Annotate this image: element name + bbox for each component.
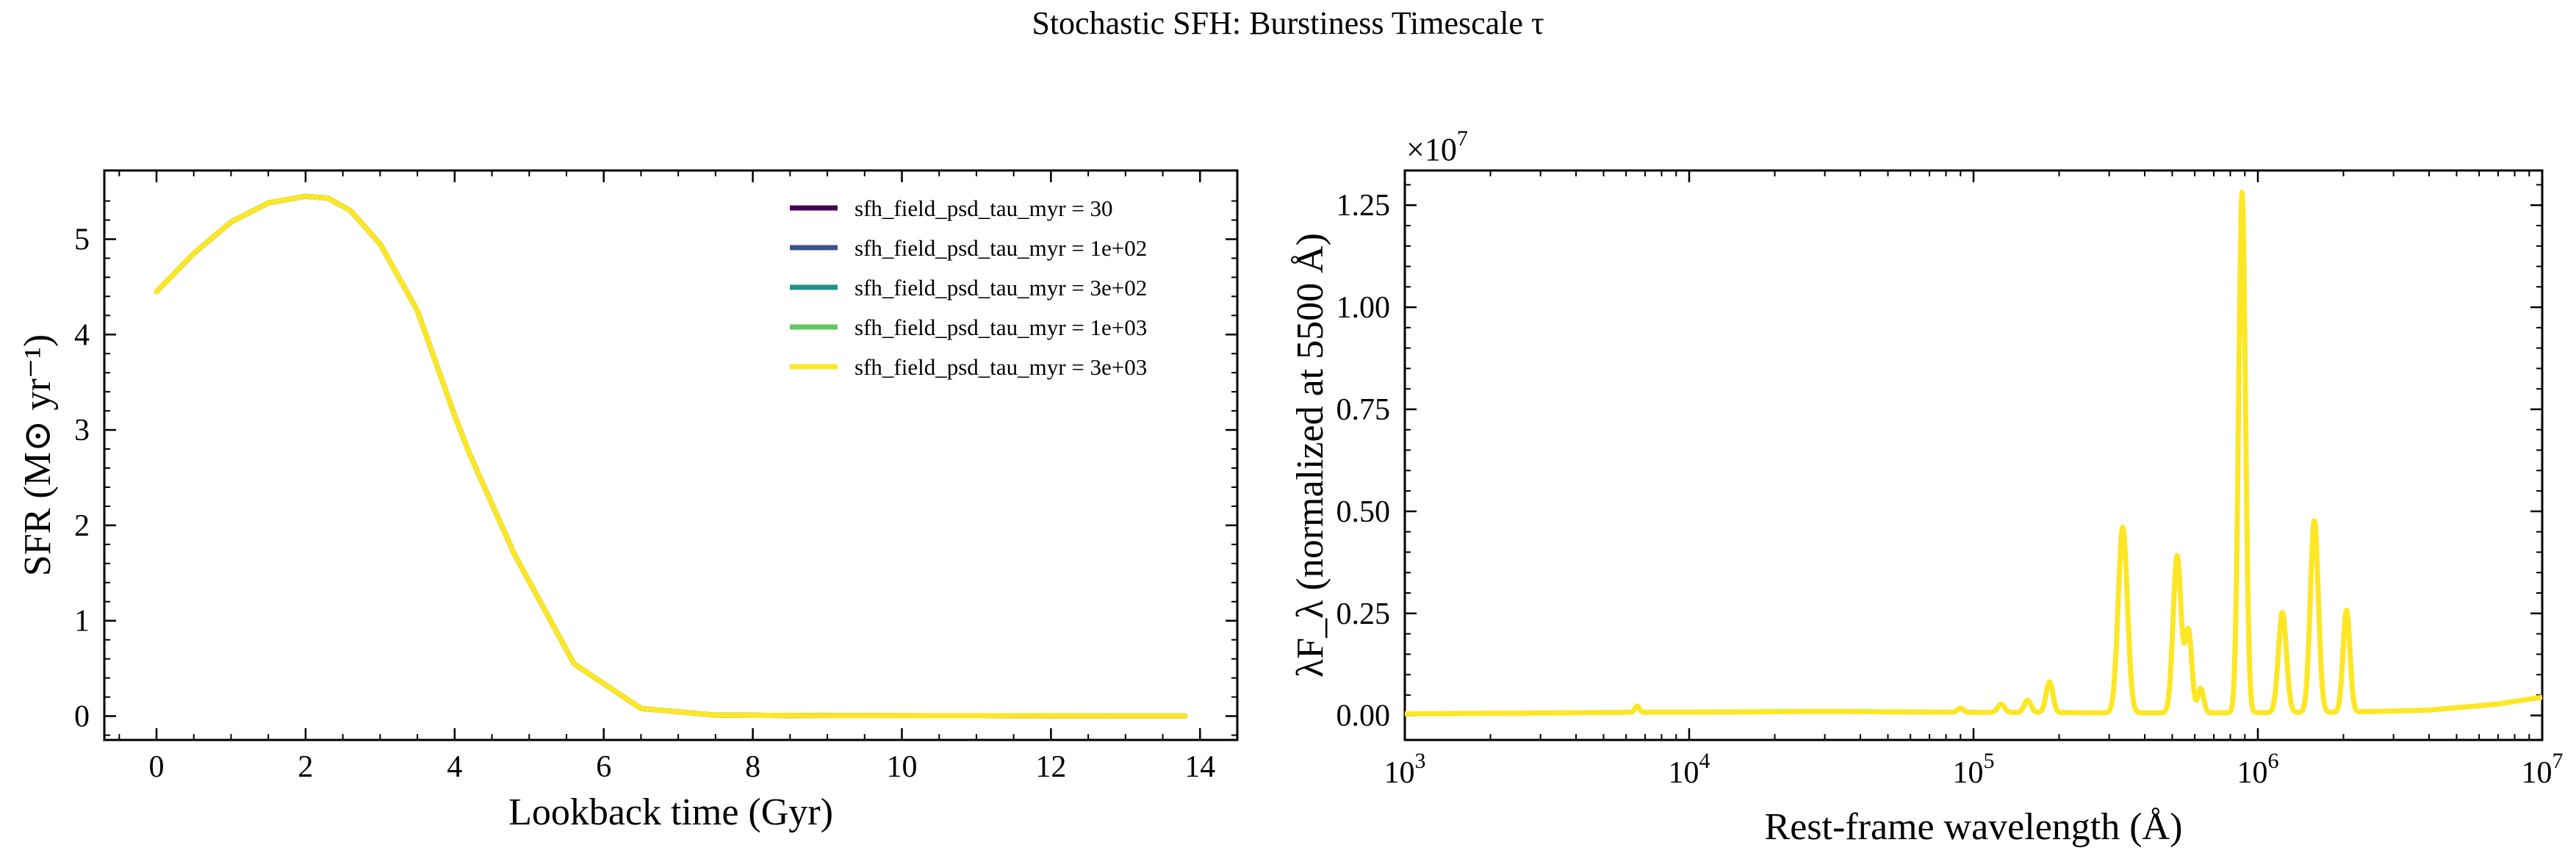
sed-xlabel: Rest-frame wavelength (Å) xyxy=(1765,806,2183,848)
sed-ytick-label: 0.00 xyxy=(1336,700,1391,733)
sed-xtick-label: 104 xyxy=(1669,749,1710,790)
sfh-xtick-label: 14 xyxy=(1184,750,1215,784)
sed-ytick-label: 0.75 xyxy=(1336,393,1391,427)
figure-title: Stochastic SFH: Burstiness Timescale τ xyxy=(1032,5,1544,41)
sfh-ylabel: SFR (M⊙ yr⁻¹) xyxy=(17,334,59,576)
sed-xtick-label: 103 xyxy=(1384,749,1426,790)
sfh-xtick-label: 2 xyxy=(298,750,313,784)
legend-entry: sfh_field_psd_tau_myr = 1e+03 xyxy=(855,315,1147,340)
legend-entry: sfh_field_psd_tau_myr = 3e+02 xyxy=(855,275,1147,301)
sed-y-multiplier: ×107 xyxy=(1406,126,1468,168)
sfh-ytick-label: 5 xyxy=(74,223,90,256)
sed-xtick-label: 106 xyxy=(2237,749,2279,790)
sed-ytick-label: 0.50 xyxy=(1336,495,1391,529)
sfh-xtick-label: 0 xyxy=(149,750,165,784)
sed-series-line xyxy=(1403,190,2544,716)
sed-axes-frame xyxy=(1403,169,2544,741)
sfh-axes-frame xyxy=(103,169,1239,741)
sed-ytick-label: 0.25 xyxy=(1336,597,1391,631)
sed-ytick-label: 1.25 xyxy=(1336,189,1391,223)
sfh-ytick-label: 0 xyxy=(74,700,90,734)
sed-panel: 103 104 105 106 107 0.00 0.25 0.50 0.75 1.00 1.25 ×… xyxy=(1289,126,2564,848)
sfh-xtick-label: 12 xyxy=(1035,750,1066,784)
sfh-ytick-label: 4 xyxy=(74,318,90,352)
sfh-ytick-label: 3 xyxy=(74,414,90,448)
legend-entry: sfh_field_psd_tau_myr = 30 xyxy=(855,195,1113,221)
sed-ytick-label: 1.00 xyxy=(1336,291,1391,325)
sfh-xtick-label: 6 xyxy=(596,750,611,784)
sed-xtick-label: 105 xyxy=(1953,749,1995,790)
sfh-xlabel: Lookback time (Gyr) xyxy=(508,791,833,833)
sed-ylabel: λF_λ (normalized at 5500 Å) xyxy=(1289,233,1331,678)
sfh-series-line xyxy=(154,193,1188,719)
sfh-ytick-label: 2 xyxy=(74,509,90,543)
sfh-ytick-label: 1 xyxy=(74,605,90,639)
sed-xtick-label: 107 xyxy=(2522,749,2564,790)
sfh-xtick-label: 10 xyxy=(886,750,917,784)
legend-entry: sfh_field_psd_tau_myr = 3e+03 xyxy=(855,354,1147,380)
legend-entry: sfh_field_psd_tau_myr = 1e+02 xyxy=(855,235,1147,261)
sfh-xtick-label: 8 xyxy=(745,750,760,784)
sfh-xtick-label: 4 xyxy=(447,750,462,784)
